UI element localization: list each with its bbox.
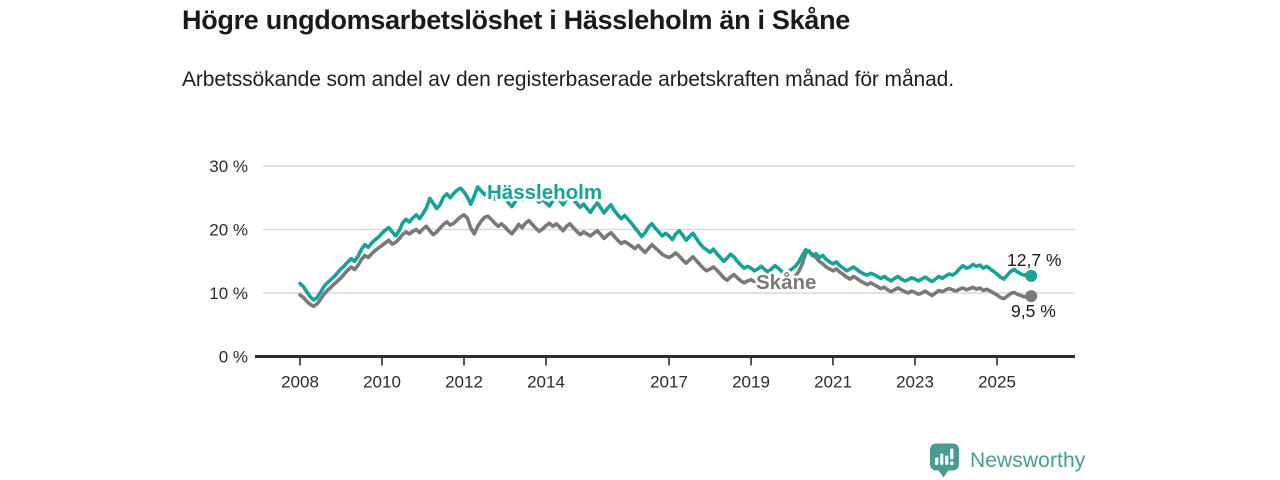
- x-axis-tick-label: 2012: [445, 373, 483, 392]
- newsworthy-logo-icon: [930, 443, 959, 478]
- y-axis-tick-label: 30 %: [209, 157, 248, 176]
- page-title: Högre ungdomsarbetslöshet i Hässleholm ä…: [182, 5, 850, 35]
- end-dot-skåne: [1025, 290, 1038, 303]
- x-axis-tick-label: 2025: [978, 373, 1016, 392]
- series-line-skåne: [298, 213, 1033, 309]
- end-value-label-skåne: 9,5 %: [1011, 301, 1056, 321]
- y-axis-tick-label: 20 %: [209, 221, 248, 240]
- y-axis-tick-label: 0 %: [219, 348, 248, 367]
- x-axis-tick-label: 2019: [732, 373, 770, 392]
- brand-footer[interactable]: Newsworthy: [929, 443, 1085, 478]
- y-axis-tick-label: 10 %: [209, 284, 248, 303]
- end-value-label-hässleholm: 12,7 %: [1007, 250, 1061, 270]
- x-axis-tick-label: 2014: [527, 373, 565, 392]
- series-line-hässleholm: [298, 185, 1033, 302]
- x-axis-tick-label: 2010: [363, 373, 401, 392]
- series-label-hässleholm: Hässleholm: [487, 181, 602, 204]
- end-dot-hässleholm: [1025, 269, 1038, 282]
- chart-subtitle: Arbetssökande som andel av den registerb…: [182, 68, 954, 91]
- series-label-skåne: Skåne: [756, 271, 816, 294]
- brand-name: Newsworthy: [970, 448, 1086, 472]
- x-axis-tick-label: 2023: [896, 373, 934, 392]
- x-axis-tick-label: 2008: [281, 373, 319, 392]
- x-axis-tick-label: 2017: [650, 373, 688, 392]
- x-axis-tick-label: 2021: [814, 373, 852, 392]
